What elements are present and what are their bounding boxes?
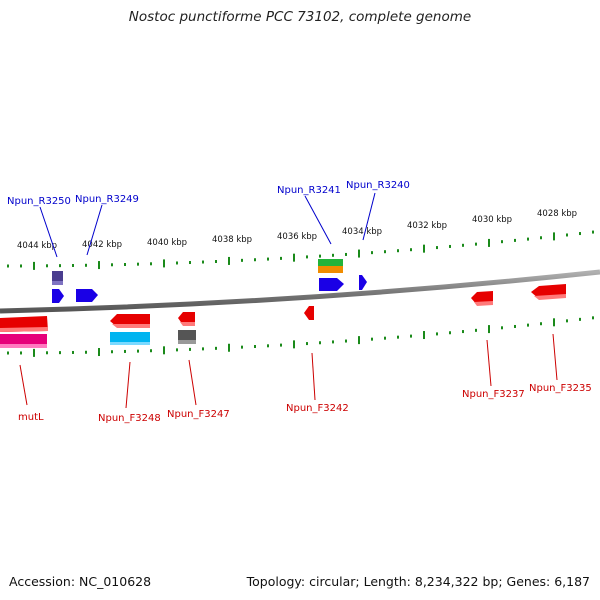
feature-reverse-f3235[interactable] (531, 284, 566, 300)
scale-label-4038: 4038 kbp (212, 235, 252, 245)
gene-label-npun-f3237[interactable]: Npun_F3237 (462, 389, 525, 400)
gene-label-npun-f3248[interactable]: Npun_F3248 (98, 413, 161, 424)
feature-reverse-f3248[interactable] (110, 314, 150, 328)
leader-line-f3235 (552, 333, 558, 381)
feature-forward-small-purple[interactable] (52, 271, 63, 285)
scale-label-4028: 4028 kbp (537, 209, 577, 219)
leader-line-f3247 (188, 359, 197, 406)
scale-label-4042: 4042 kbp (82, 240, 122, 250)
leader-line-r3250 (39, 206, 58, 258)
leader-line-f3237 (486, 339, 492, 387)
feature-forward-r3241[interactable] (319, 278, 344, 291)
feature-forward-orange[interactable] (318, 266, 343, 273)
feature-forward-green[interactable] (318, 259, 343, 266)
feature-reverse-f3248-cyan[interactable] (110, 332, 150, 345)
gene-label-npun-f3235[interactable]: Npun_F3235 (529, 383, 592, 394)
gene-label-mutl[interactable]: mutL (18, 412, 44, 423)
feature-forward-r3240[interactable] (359, 275, 367, 290)
feature-reverse-mutl[interactable] (0, 316, 48, 332)
feature-reverse-f3242[interactable] (304, 306, 314, 320)
genome-backbone (0, 269, 600, 314)
lower-scale-ticks (7, 316, 594, 357)
upper-scale-ticks (7, 230, 594, 270)
scale-label-4044: 4044 kbp (17, 241, 57, 251)
leader-line-r3249 (86, 204, 103, 256)
gene-label-npun-r3240[interactable]: Npun_R3240 (346, 180, 410, 191)
scale-label-4034: 4034 kbp (342, 227, 382, 237)
scale-label-4040: 4040 kbp (147, 238, 187, 248)
feature-reverse-f3237[interactable] (471, 291, 493, 306)
feature-reverse-mutl-pink[interactable] (0, 334, 47, 348)
feature-forward-r3249[interactable] (76, 289, 98, 302)
feature-reverse-f3247-gray[interactable] (178, 330, 196, 344)
gene-label-npun-r3241[interactable]: Npun_R3241 (277, 185, 341, 196)
scale-label-4032: 4032 kbp (407, 221, 447, 231)
genome-summary-text: Topology: circular; Length: 8,234,322 bp… (246, 574, 590, 589)
leader-line-mutl (19, 364, 28, 406)
gene-label-npun-f3242[interactable]: Npun_F3242 (286, 403, 349, 414)
scale-label-4030: 4030 kbp (472, 215, 512, 225)
map-title: Nostoc punctiforme PCC 73102, complete g… (128, 9, 472, 25)
gene-label-npun-r3250[interactable]: Npun_R3250 (7, 196, 71, 207)
gene-label-npun-f3247[interactable]: Npun_F3247 (167, 409, 230, 420)
scale-label-4036: 4036 kbp (277, 232, 317, 242)
accession-text: Accession: NC_010628 (9, 574, 152, 589)
gene-label-npun-r3249[interactable]: Npun_R3249 (75, 194, 139, 205)
feature-reverse-f3247[interactable] (178, 312, 195, 326)
feature-forward-r3250[interactable] (52, 289, 64, 303)
leader-line-r3240 (362, 192, 376, 241)
leader-line-f3248 (125, 361, 131, 409)
leader-line-f3242 (311, 352, 316, 401)
leader-line-r3241 (304, 195, 332, 245)
